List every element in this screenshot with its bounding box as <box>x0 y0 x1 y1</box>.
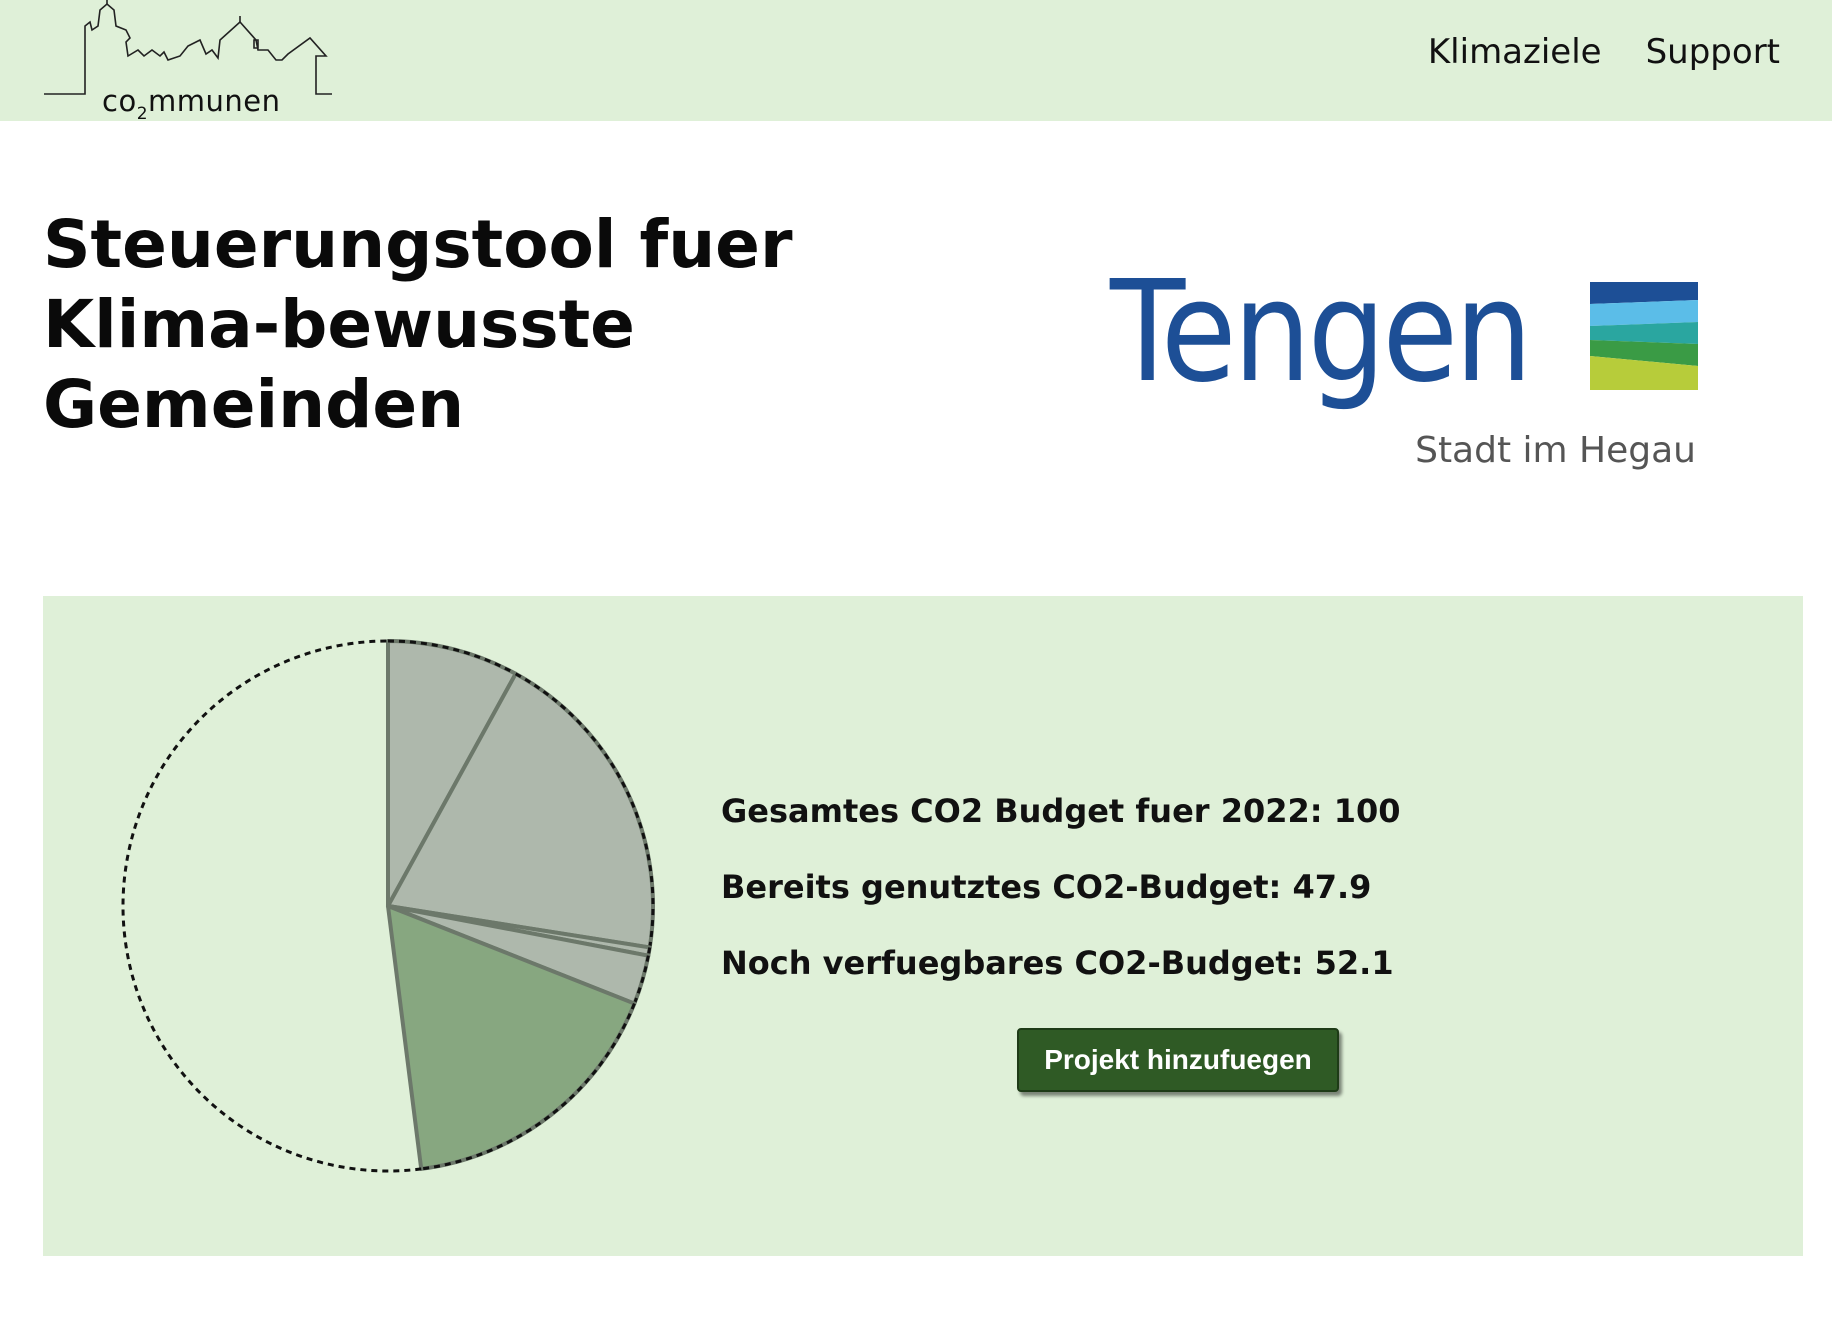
logo-text: co2mmunen <box>102 84 281 124</box>
nav-link-support[interactable]: Support <box>1645 32 1780 72</box>
budget-panel: Gesamtes CO2 Budget fuer 2022: 100 Berei… <box>43 596 1803 1256</box>
remaining-budget-text: Noch verfuegbares CO2-Budget: 52.1 <box>721 944 1394 982</box>
town-subtitle: Stadt im Hegau <box>1415 430 1696 471</box>
used-budget-text: Bereits genutztes CO2-Budget: 47.9 <box>721 868 1372 906</box>
town-logo: Tengen Stadt im Hegau <box>1110 258 1710 488</box>
budget-stats: Gesamtes CO2 Budget fuer 2022: 100 Berei… <box>721 792 1400 1020</box>
pie-slice-edge-2 <box>514 672 655 948</box>
pie-slice-edge-5 <box>421 1003 636 1171</box>
nav-link-klimaziele[interactable]: Klimaziele <box>1427 32 1602 72</box>
page-title: Steuerungstool fuer Klima-bewusste Gemei… <box>43 206 793 443</box>
town-name: Tengen <box>1110 251 1533 414</box>
main-nav: Klimaziele Support <box>1428 32 1780 72</box>
pie-slice-remaining <box>121 639 422 1173</box>
total-budget-text: Gesamtes CO2 Budget fuer 2022: 100 <box>721 792 1401 830</box>
logo[interactable]: co2mmunen <box>40 0 340 124</box>
skyline-logo-icon <box>44 0 332 95</box>
add-project-button[interactable]: Projekt hinzufuegen <box>1017 1028 1339 1092</box>
pie-slice-edge-1 <box>387 639 517 676</box>
top-bar: co2mmunen Klimaziele Support <box>0 0 1832 124</box>
pie-slice-edge-3 <box>646 947 652 956</box>
town-flag-icon <box>1590 282 1698 390</box>
budget-pie-chart <box>121 639 655 1173</box>
